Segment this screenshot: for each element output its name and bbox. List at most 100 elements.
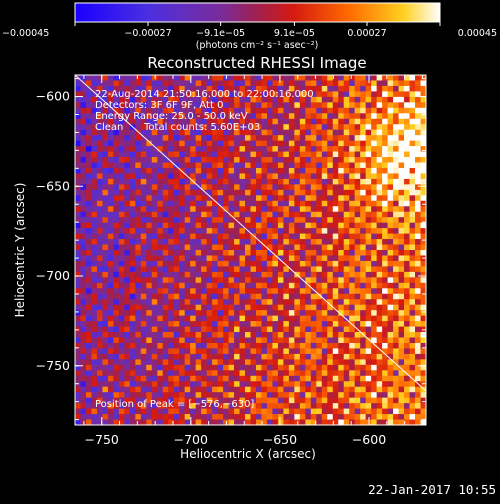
heatmap-cell: [129, 271, 136, 278]
heatmap-cell: [272, 239, 279, 246]
heatmap-cell: [179, 282, 186, 289]
heatmap-cell: [91, 310, 98, 317]
heatmap-cell: [409, 381, 416, 388]
heatmap-cell: [272, 184, 279, 191]
heatmap-cell: [266, 299, 274, 306]
heatmap-cell: [316, 135, 323, 142]
heatmap-cell: [272, 419, 279, 425]
heatmap-cell: [168, 124, 175, 131]
heatmap-cell: [343, 419, 350, 425]
heatmap-cell: [354, 91, 361, 98]
heatmap-cell: [272, 386, 279, 393]
heatmap-cell: [102, 184, 109, 191]
heatmap-cell: [343, 178, 350, 185]
heatmap-cell: [151, 250, 158, 257]
heatmap-cell: [96, 233, 104, 240]
heatmap-cell: [283, 151, 290, 158]
heatmap-cell: [184, 200, 191, 207]
heatmap-cell: [206, 419, 213, 425]
heatmap-cell: [365, 250, 372, 257]
heatmap-cell: [217, 222, 224, 229]
heatmap-cell: [168, 375, 175, 382]
heatmap-cell: [321, 239, 328, 246]
heatmap-cell: [146, 381, 153, 388]
heatmap-cell: [107, 293, 114, 300]
heatmap-cell: [107, 233, 114, 240]
heatmap-cell: [91, 75, 98, 82]
heatmap-cell: [316, 195, 323, 202]
heatmap-cell: [360, 288, 367, 295]
heatmap-cell: [266, 195, 274, 202]
heatmap-cell: [415, 228, 422, 235]
heatmap-cell: [212, 250, 219, 257]
heatmap-cell: [212, 211, 219, 218]
heatmap-cell: [75, 85, 82, 93]
heatmap-cell: [376, 370, 383, 377]
heatmap-cell: [332, 244, 339, 251]
heatmap-cell: [343, 239, 350, 246]
heatmap-cell: [228, 304, 235, 311]
heatmap-cell: [398, 167, 405, 175]
heatmap-cell: [420, 178, 426, 185]
heatmap-cell: [354, 228, 361, 235]
heatmap-cell: [190, 392, 197, 399]
heatmap-cell: [124, 353, 131, 360]
heatmap-cell: [294, 162, 301, 169]
heatmap-cell: [75, 244, 82, 251]
heatmap-cell: [179, 397, 186, 404]
heatmap-cell: [371, 173, 378, 180]
heatmap-cell: [299, 364, 306, 371]
heatmap-cell: [283, 304, 290, 311]
heatmap-cell: [382, 173, 389, 180]
heatmap-cell: [294, 140, 301, 147]
heatmap-cell: [201, 80, 208, 87]
heatmap-cell: [316, 288, 323, 295]
heatmap-cell: [80, 233, 87, 240]
heatmap-cell: [195, 282, 202, 289]
heatmap-cell: [190, 370, 197, 377]
heatmap-cell: [376, 255, 383, 262]
heatmap-cell: [420, 102, 426, 109]
heatmap-cell: [266, 157, 274, 164]
heatmap-cell: [272, 113, 279, 120]
heatmap-cell: [404, 80, 411, 87]
heatmap-cell: [245, 178, 252, 185]
heatmap-cell: [190, 102, 197, 109]
heatmap-cell: [288, 244, 295, 251]
heatmap-cell: [129, 375, 136, 382]
heatmap-cell: [299, 386, 306, 393]
heatmap-cell: [102, 162, 109, 169]
heatmap-cell: [272, 80, 279, 87]
heatmap-cell: [184, 129, 191, 136]
heatmap-cell: [332, 91, 339, 98]
heatmap-cell: [113, 381, 120, 388]
heatmap-cell: [173, 370, 180, 377]
heatmap-cell: [283, 282, 290, 289]
heatmap-cell: [299, 157, 306, 164]
heatmap-cell: [261, 282, 268, 289]
heatmap-cell: [382, 370, 389, 377]
heatmap-cell: [250, 353, 257, 360]
heatmap-cell: [321, 211, 328, 218]
heatmap-cell: [277, 233, 284, 240]
heatmap-cell: [151, 167, 158, 175]
heatmap-cell: [382, 124, 389, 131]
heatmap-cell: [327, 282, 334, 289]
heatmap-cell: [299, 310, 306, 317]
heatmap-cell: [151, 222, 158, 229]
heatmap-cell: [404, 167, 411, 175]
heatmap-cell: [266, 222, 274, 229]
heatmap-cell: [162, 189, 169, 196]
heatmap-cell: [173, 228, 180, 235]
heatmap-cell: [365, 359, 372, 366]
heatmap-cell: [212, 260, 219, 268]
heatmap-cell: [415, 124, 422, 131]
heatmap-cell: [305, 91, 312, 98]
heatmap-cell: [140, 299, 147, 306]
heatmap-cell: [118, 178, 125, 185]
heatmap-cell: [201, 222, 208, 229]
heatmap-cell: [102, 217, 109, 224]
heatmap-cell: [305, 184, 312, 191]
heatmap-cell: [107, 271, 114, 278]
heatmap-cell: [173, 189, 180, 196]
